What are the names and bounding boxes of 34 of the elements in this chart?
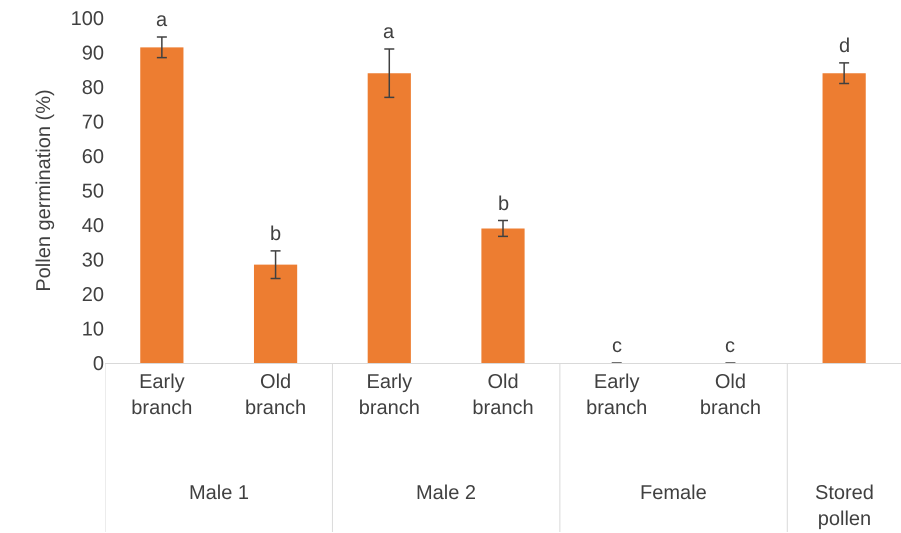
y-axis-title: Pollen germination (%): [33, 89, 56, 292]
bar: [368, 73, 411, 363]
x-tick-label: Old branch: [700, 371, 762, 419]
bar: [822, 73, 866, 363]
data-label: c: [612, 335, 622, 357]
text: Female: [640, 482, 707, 504]
data-label: b: [270, 223, 282, 245]
y-tick-label: 100: [70, 8, 104, 30]
y-tick-label: 30: [82, 250, 104, 272]
x-tick-label: Old branch: [472, 371, 534, 419]
y-tick-label: 50: [82, 180, 104, 202]
data-label: a: [156, 9, 168, 31]
y-tick-label: 20: [82, 284, 104, 306]
data-label: d: [839, 35, 850, 57]
y-tick-label: 70: [82, 112, 104, 134]
x-tick-label: Early branch: [586, 371, 648, 419]
bar: [140, 47, 184, 363]
text: Male 1: [189, 482, 250, 504]
y-tick-label: 90: [82, 42, 104, 64]
x-tick-label: Old branch: [244, 371, 306, 419]
data-label: a: [383, 21, 395, 43]
y-tick-label: 0: [92, 353, 104, 375]
y-tick-label: 10: [82, 318, 104, 340]
y-tick-label: 40: [82, 215, 104, 237]
text: Male 2: [416, 482, 476, 504]
data-label: c: [725, 335, 735, 357]
y-tick-label: 80: [82, 77, 104, 99]
x-tick-label: Early branch: [131, 371, 192, 419]
y-tick-label: 60: [82, 146, 104, 168]
bar: [254, 264, 298, 363]
text: Stored pollen: [815, 482, 874, 530]
data-label: b: [498, 193, 510, 215]
x-tick-label: Early branch: [358, 371, 420, 419]
bar: [481, 228, 525, 363]
